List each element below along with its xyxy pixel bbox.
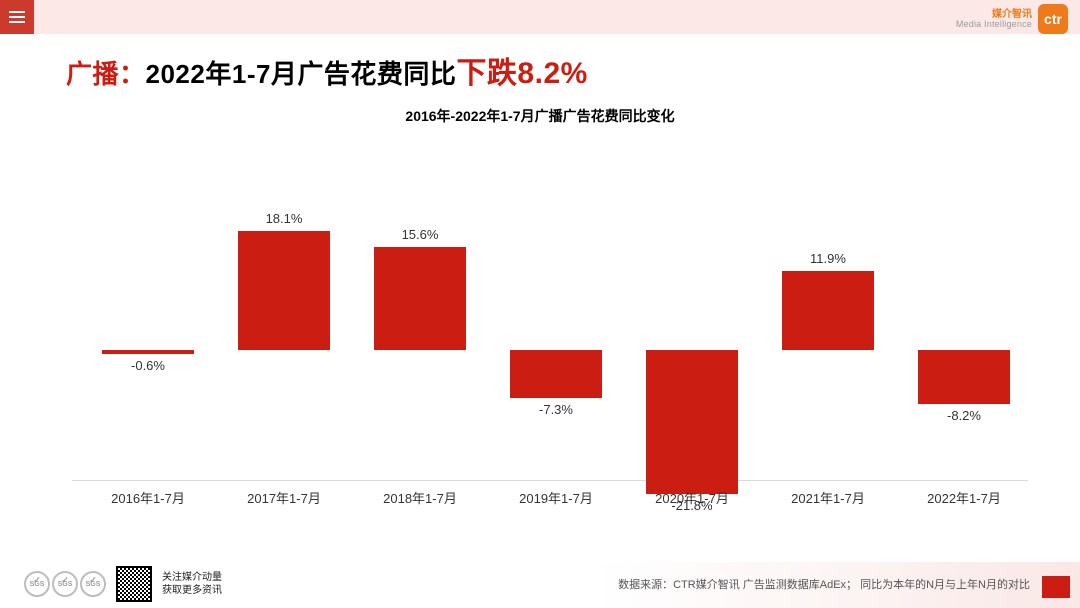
value-label: 15.6% <box>402 227 439 242</box>
value-label: -0.6% <box>131 358 165 373</box>
hamburger-icon <box>9 11 25 23</box>
bar <box>102 350 194 354</box>
value-label: 11.9% <box>810 251 846 266</box>
footer: 数据来源：CTR媒介智讯 广告监测数据库AdEx； 同比为本年的N月与上年N月的… <box>0 562 1080 608</box>
page-title: 广播：2022年1-7月广告花费同比下跌8.2% <box>66 48 588 92</box>
category-label: 2019年1-7月 <box>519 488 593 507</box>
title-wrap: 广播：2022年1-7月广告花费同比下跌8.2% <box>66 48 588 92</box>
bar <box>646 350 738 494</box>
brand-en: Media Intelligence <box>956 20 1032 30</box>
bar <box>918 350 1010 404</box>
title-mid: 2022年1-7月广告花费同比 <box>146 59 457 89</box>
brand-badge: ctr <box>1038 4 1068 34</box>
qr-line1: 关注媒介动量 <box>162 571 222 584</box>
qr-code-icon <box>116 566 152 602</box>
qr-area: SGS SGS SGS 关注媒介动量 获取更多资讯 <box>24 566 222 602</box>
value-label: -8.2% <box>947 408 981 423</box>
slide-root: 媒介智讯 Media Intelligence ctr 广播：2022年1-7月… <box>0 0 1080 608</box>
topbar <box>0 0 1080 34</box>
bar-group: -0.6% 2016年1-7月 <box>80 150 216 510</box>
bar-group: 11.9% 2021年1-7月 <box>760 150 896 510</box>
category-label: 2016年1-7月 <box>111 488 185 507</box>
bar-group: -7.3% 2019年1-7月 <box>488 150 624 510</box>
title-suffix: 下跌8.2% <box>456 57 587 90</box>
chart-subtitle: 2016年-2022年1-7月广播广告花费同比变化 <box>0 106 1080 126</box>
sgs-badge-icon: SGS <box>24 571 50 597</box>
qr-line2: 获取更多资讯 <box>162 584 222 597</box>
qr-caption: 关注媒介动量 获取更多资讯 <box>162 571 222 597</box>
bar-group: 15.6% 2018年1-7月 <box>352 150 488 510</box>
category-label: 2021年1-7月 <box>791 488 865 507</box>
bar-group: -8.2% 2022年1-7月 <box>896 150 1032 510</box>
sgs-badge-icon: SGS <box>80 571 106 597</box>
bar-group: 18.1% 2017年1-7月 <box>216 150 352 510</box>
data-source: 数据来源：CTR媒介智讯 广告监测数据库AdEx； 同比为本年的N月与上年N月的… <box>618 576 1030 592</box>
brand-cn: 媒介智讯 <box>956 9 1032 20</box>
bar <box>238 231 330 350</box>
category-label: 2020年1-7月 <box>655 488 729 507</box>
bar <box>510 350 602 398</box>
bar-group: -21.8%2020年1-7月 <box>624 150 760 510</box>
value-label: -7.3% <box>539 402 573 417</box>
value-label: 18.1% <box>266 211 303 226</box>
bar-chart: -0.6% 2016年1-7月 18.1% 2017年1-7月 15.6% 2018年1-… <box>72 150 1028 510</box>
sgs-badge-icon: SGS <box>52 571 78 597</box>
category-label: 2017年1-7月 <box>247 488 321 507</box>
category-label: 2018年1-7月 <box>383 488 457 507</box>
sgs-badges: SGS SGS SGS <box>24 571 106 597</box>
title-prefix: 广播： <box>66 59 146 89</box>
brand-logo: 媒介智讯 Media Intelligence ctr <box>956 4 1068 34</box>
bar <box>782 271 874 350</box>
category-label: 2022年1-7月 <box>927 488 1001 507</box>
menu-button[interactable] <box>0 0 34 34</box>
bar <box>374 247 466 350</box>
footer-red-chip <box>1042 576 1070 598</box>
